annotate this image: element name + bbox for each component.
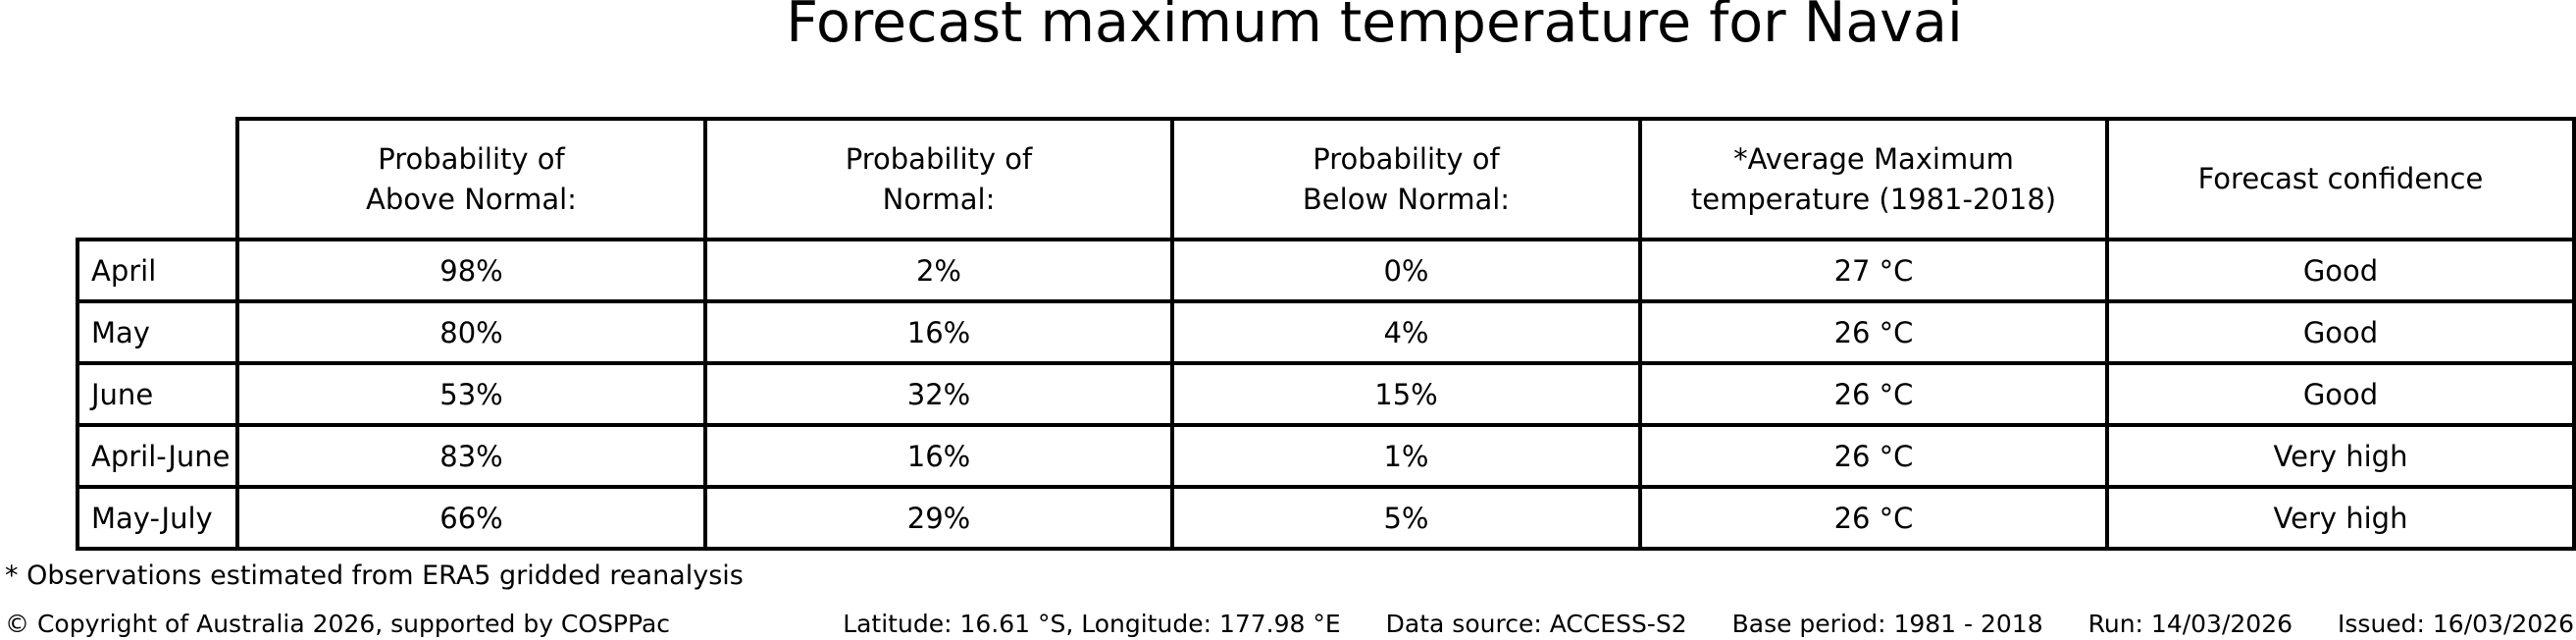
- forecast-table: Probability of Above Normal: Probability…: [76, 117, 2576, 551]
- cell-average-max-temp: 26 °C: [1638, 299, 2109, 365]
- cell-period: May-July: [76, 485, 239, 551]
- cell-above-normal: 66%: [235, 485, 707, 551]
- cell-below-normal: 1%: [1170, 423, 1642, 489]
- cell-average-max-temp: 27 °C: [1638, 238, 2109, 303]
- cell-confidence: Good: [2105, 361, 2576, 427]
- cell-confidence: Very high: [2105, 423, 2576, 489]
- cell-normal: 32%: [703, 361, 1174, 427]
- cell-period: May: [76, 299, 239, 365]
- cell-period: April: [76, 238, 239, 303]
- cell-normal: 2%: [703, 238, 1174, 303]
- cell-confidence: Very high: [2105, 485, 2576, 551]
- cell-normal: 16%: [703, 299, 1174, 365]
- header-cell-average-max-temp: *Average Maximum temperature (1981-2018): [1638, 117, 2109, 241]
- cell-average-max-temp: 26 °C: [1638, 485, 2109, 551]
- cell-above-normal: 80%: [235, 299, 707, 365]
- base-period-text: Base period: 1981 - 2018: [1731, 610, 2043, 638]
- copyright-text: © Copyright of Australia 2026, supported…: [5, 610, 671, 638]
- table-row: April-June 83% 16% 1% 26 °C Very high: [76, 423, 2576, 489]
- table-row: June 53% 32% 15% 26 °C Good: [76, 361, 2576, 427]
- cell-confidence: Good: [2105, 299, 2576, 365]
- cell-average-max-temp: 26 °C: [1638, 361, 2109, 427]
- header-corner-cell: [77, 119, 237, 240]
- cell-below-normal: 5%: [1170, 485, 1642, 551]
- header-cell-normal: Probability of Normal:: [703, 117, 1174, 241]
- cell-normal: 16%: [703, 423, 1174, 489]
- cell-below-normal: 15%: [1170, 361, 1642, 427]
- cell-above-normal: 98%: [235, 238, 707, 303]
- cell-below-normal: 4%: [1170, 299, 1642, 365]
- header-cell-above-normal: Probability of Above Normal:: [235, 117, 707, 241]
- data-source-text: Data source: ACCESS-S2: [1385, 610, 1687, 638]
- location-text: Latitude: 16.61 °S, Longitude: 177.98 °E: [843, 610, 1341, 638]
- cell-above-normal: 83%: [235, 423, 707, 489]
- footer-metadata: Latitude: 16.61 °S, Longitude: 177.98 °E…: [843, 610, 2574, 639]
- table-row: May 80% 16% 4% 26 °C Good: [76, 299, 2576, 365]
- table-header-row: Probability of Above Normal: Probability…: [77, 117, 2576, 241]
- header-cell-forecast-confidence: Forecast confidence: [2105, 117, 2576, 241]
- table-row: May-July 66% 29% 5% 26 °C Very high: [76, 485, 2576, 551]
- page-title: Forecast maximum temperature for Navai: [786, 0, 1963, 55]
- cell-below-normal: 0%: [1170, 238, 1642, 303]
- header-cell-below-normal: Probability of Below Normal:: [1170, 117, 1642, 241]
- table-row: April 98% 2% 0% 27 °C Good: [76, 238, 2576, 303]
- cell-normal: 29%: [703, 485, 1174, 551]
- observations-footnote: * Observations estimated from ERA5 gridd…: [5, 560, 744, 591]
- run-date-text: Run: 14/03/2026: [2087, 610, 2293, 638]
- cell-average-max-temp: 26 °C: [1638, 423, 2109, 489]
- cell-period: June: [76, 361, 239, 427]
- cell-above-normal: 53%: [235, 361, 707, 427]
- cell-period: April-June: [76, 423, 239, 489]
- issued-date-text: Issued: 16/03/2026: [2338, 610, 2574, 638]
- footer-bar: © Copyright of Australia 2026, supported…: [0, 610, 2576, 640]
- cell-confidence: Good: [2105, 238, 2576, 303]
